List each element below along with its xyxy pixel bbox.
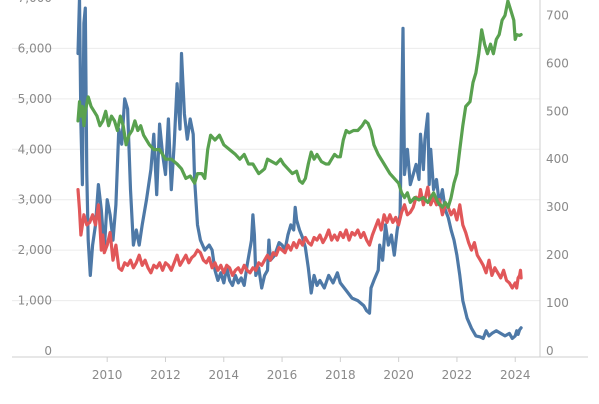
x-tick-label: 2024 [500, 368, 531, 382]
right-y-tick-label: 400 [546, 152, 569, 166]
series-line-3 [76, 0, 523, 209]
x-tick-label: 2012 [150, 368, 181, 382]
x-tick-label: 2020 [383, 368, 414, 382]
left-y-tick-label: 1,000 [18, 294, 52, 308]
left-y-tick-label: 7,000 [18, 0, 52, 5]
series-line-1 [76, 0, 523, 340]
left-y-tick-label: 5,000 [18, 92, 52, 106]
x-axis-ticks: 2010 2012 2014 2016 2018 2020 2022 2024 [92, 357, 531, 382]
series-line-2 [76, 185, 523, 290]
x-tick-label: 2022 [442, 368, 473, 382]
right-axis-ticks: 0 100 200 300 400 500 600 700 [546, 8, 569, 358]
left-y-tick-label: 3,000 [18, 193, 52, 207]
left-y-tick-label: 6,000 [18, 41, 52, 55]
series-layer [76, 0, 523, 340]
right-y-tick-label: 100 [546, 296, 569, 310]
x-tick-label: 2016 [267, 368, 298, 382]
x-tick-label: 2018 [325, 368, 356, 382]
right-y-tick-label: 700 [546, 8, 569, 22]
left-y-tick-label: 0 [44, 344, 52, 358]
right-y-tick-label: 300 [546, 200, 569, 214]
x-tick-label: 2010 [92, 368, 123, 382]
right-y-tick-label: 600 [546, 56, 569, 70]
right-y-tick-label: 0 [546, 344, 554, 358]
left-y-tick-label: 2,000 [18, 243, 52, 257]
right-y-tick-label: 500 [546, 104, 569, 118]
left-axis-ticks: 0 1,000 2,000 3,000 4,000 5,000 6,000 7,000 [18, 0, 52, 358]
axis-layer [12, 0, 588, 358]
x-tick-label: 2014 [208, 368, 239, 382]
right-y-tick-label: 200 [546, 248, 569, 262]
left-y-tick-label: 4,000 [18, 142, 52, 156]
